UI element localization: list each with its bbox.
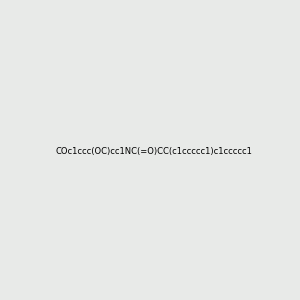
Text: COc1ccc(OC)cc1NC(=O)CC(c1ccccc1)c1ccccc1: COc1ccc(OC)cc1NC(=O)CC(c1ccccc1)c1ccccc1: [55, 147, 252, 156]
